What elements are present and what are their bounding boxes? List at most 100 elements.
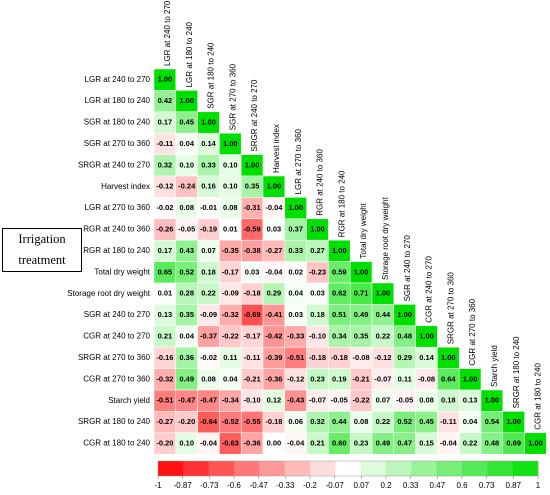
row-label: RGR at 180 to 240 — [83, 246, 150, 255]
column-label: CGR at 240 to 270 — [425, 256, 434, 323]
cell-label: 0.08 — [354, 417, 369, 426]
column-label: SRGR at 240 to 270 — [250, 79, 259, 152]
cell-label: 0.18 — [310, 310, 325, 319]
colorbar-cell — [158, 461, 184, 476]
cell-label: -0.18 — [244, 289, 261, 298]
cell-label: 0.04 — [288, 289, 303, 298]
colorbar-cell — [411, 461, 437, 476]
cell-label: 0.33 — [201, 160, 216, 169]
colorbar-cell — [284, 461, 311, 476]
cell-label: 0.06 — [288, 417, 303, 426]
cell-label: 0.10 — [223, 182, 238, 191]
cell-label: 1.00 — [441, 353, 456, 362]
cell-label: -0.22 — [353, 396, 370, 405]
colorbar-cell — [487, 461, 513, 476]
cell-label: 0.01 — [158, 289, 173, 298]
colorbar-cell — [386, 461, 412, 476]
cell-label: -0.64 — [200, 417, 218, 426]
colorbar-cell — [259, 461, 285, 476]
cell-label: 1.00 — [354, 267, 369, 276]
column-label: SRGR at 270 to 360 — [446, 272, 455, 345]
cell-label: 0.22 — [463, 438, 478, 447]
column-label: LGR at 180 to 240 — [185, 21, 194, 87]
colorbar-tick-label: 0.2 — [380, 481, 392, 490]
cell-label: 0.35 — [179, 310, 194, 319]
cell-label: 0.44 — [376, 310, 391, 319]
cell-label: -0.09 — [222, 289, 239, 298]
colorbar-cell — [436, 461, 463, 476]
cell-label: 0.17 — [158, 117, 173, 126]
cell-label: -0.35 — [222, 246, 239, 255]
colorbar-tick-label: -0.73 — [200, 481, 219, 490]
colorbar-tick-label: 0.6 — [456, 481, 468, 490]
cell-label: 1.00 — [485, 396, 500, 405]
colorbar-frame — [157, 460, 539, 477]
row-label: LGR at 270 to 360 — [85, 203, 151, 212]
cell-label: -0.55 — [244, 417, 261, 426]
cell-label: 0.59 — [332, 267, 347, 276]
cell-label: 0.62 — [332, 289, 347, 298]
row-label: Storage root dry weight — [67, 289, 150, 298]
cell-label: -0.47 — [200, 396, 217, 405]
cell-label: -0.38 — [244, 246, 261, 255]
colorbar-tick-label: -0.33 — [276, 481, 295, 490]
cell-label: 0.22 — [201, 289, 216, 298]
cell-label: -0.02 — [156, 203, 173, 212]
cell-label: 0.16 — [201, 182, 216, 191]
row-label: LGR at 180 to 240 — [85, 96, 151, 105]
colorbar-tick-label: -0.2 — [303, 481, 317, 490]
cell-label: 0.52 — [397, 417, 412, 426]
cell-label: -0.05 — [331, 396, 348, 405]
row-label: LGR at 240 to 270 — [85, 75, 151, 84]
cell-label: -0.02 — [200, 353, 217, 362]
cell-label: 0.28 — [179, 289, 194, 298]
cell-label: 0.03 — [310, 289, 325, 298]
column-label: Storage root dry weight — [381, 197, 390, 280]
cell-label: -0.36 — [244, 438, 261, 447]
cell-label: 0.49 — [179, 374, 194, 383]
column-label: SGR at 270 to 360 — [228, 63, 237, 130]
cell-label: 0.36 — [179, 353, 194, 362]
colorbar-tick-label: 0.47 — [430, 481, 446, 490]
cell-label: -0.34 — [222, 396, 240, 405]
cell-label: 1.00 — [332, 246, 347, 255]
cell-label: -0.69 — [244, 310, 261, 319]
cell-label: -0.63 — [222, 438, 239, 447]
cell-label: 0.11 — [223, 353, 237, 362]
column-label: Harvest index — [272, 124, 281, 173]
cell-label: 0.12 — [267, 396, 282, 405]
cell-label: 0.54 — [485, 417, 500, 426]
column-label: CGR at 180 to 240 — [534, 363, 543, 430]
cell-label: -0.51 — [287, 353, 304, 362]
cell-label: 1.00 — [310, 224, 325, 233]
cell-label: 0.35 — [245, 182, 260, 191]
cell-label: -0.05 — [396, 396, 413, 405]
cell-label: 0.02 — [288, 267, 303, 276]
cell-label: 1.00 — [397, 310, 412, 319]
cell-label: 0.15 — [419, 438, 434, 447]
cell-label: 1.00 — [419, 331, 434, 340]
cell-label: -0.12 — [287, 374, 304, 383]
cell-label: 0.01 — [223, 224, 238, 233]
cell-label: 1.00 — [288, 203, 303, 212]
cell-label: 0.23 — [354, 438, 369, 447]
cell — [524, 432, 547, 455]
colorbar-cell — [234, 461, 260, 476]
cell-label: 0.04 — [179, 331, 194, 340]
cell-label: 0.45 — [419, 417, 434, 426]
cell-label: 1.00 — [506, 417, 521, 426]
row-label: SRGR at 240 to 270 — [78, 160, 151, 169]
cell-label: 0.27 — [310, 246, 325, 255]
column-label: SGR at 180 to 240 — [207, 42, 216, 109]
cell-label: 1.00 — [223, 139, 238, 148]
cell-label: 0.32 — [310, 417, 325, 426]
cell-label: 1.00 — [158, 75, 173, 84]
cell-label: -0.12 — [156, 182, 173, 191]
cell-label: 0.35 — [354, 331, 369, 340]
cell-label: 0.10 — [223, 160, 238, 169]
cell-label: -0.27 — [156, 417, 173, 426]
cell-label: 0.69 — [506, 438, 521, 447]
row-label: Harvest index — [101, 182, 150, 191]
